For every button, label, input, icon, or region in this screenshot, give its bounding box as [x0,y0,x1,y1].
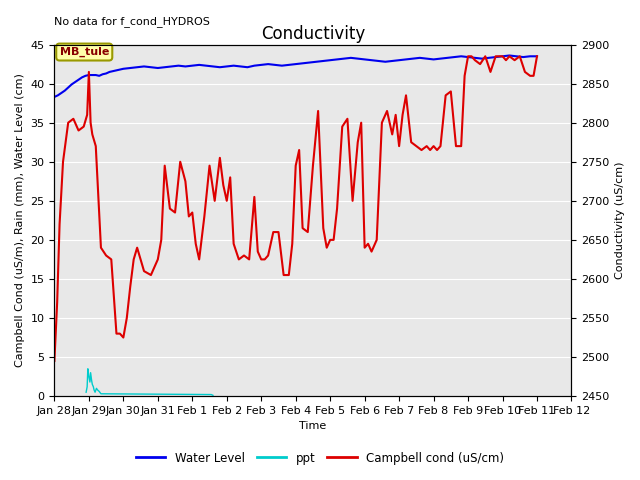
Text: No data for f_cond_HYDROS: No data for f_cond_HYDROS [54,16,211,27]
Legend: Water Level, ppt, Campbell cond (uS/cm): Water Level, ppt, Campbell cond (uS/cm) [131,447,509,469]
Title: Conductivity: Conductivity [261,25,365,43]
X-axis label: Time: Time [300,421,326,432]
Text: MB_tule: MB_tule [60,47,109,57]
Y-axis label: Campbell Cond (uS/m), Rain (mm), Water Level (cm): Campbell Cond (uS/m), Rain (mm), Water L… [15,73,25,367]
Y-axis label: Conductivity (uS/cm): Conductivity (uS/cm) [615,162,625,279]
